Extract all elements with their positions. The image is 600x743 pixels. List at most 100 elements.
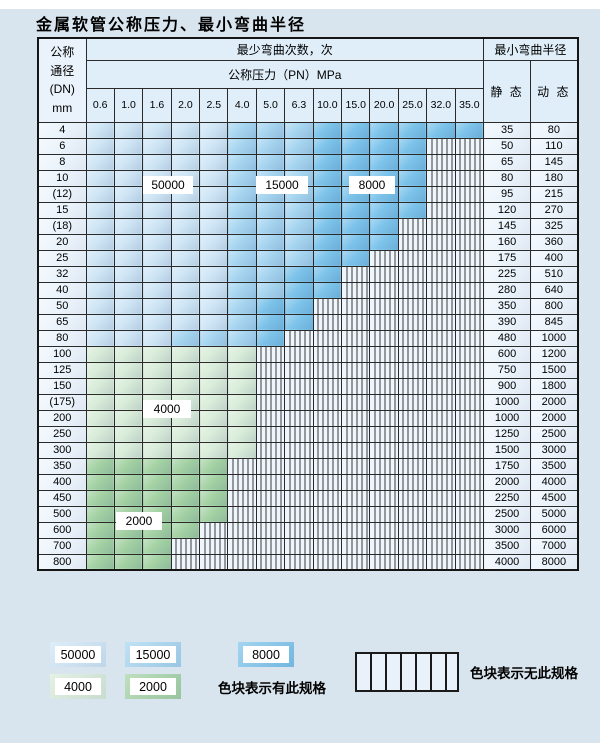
table-row: 25 175 400: [37, 249, 579, 267]
no-spec-cell: [170, 553, 201, 571]
table-row: 15 120 270: [37, 201, 579, 219]
spec-cell: [170, 329, 201, 347]
no-spec-cell: [454, 313, 485, 331]
dn-cell: 100: [37, 345, 87, 363]
spec-cell: [85, 265, 115, 283]
no-spec-cell: [426, 505, 456, 523]
table-row: 80 480 1000: [37, 329, 579, 347]
no-spec-cell: [426, 361, 456, 379]
spec-cell: [142, 313, 172, 331]
table-row: 350 1750 3500: [37, 457, 579, 475]
no-spec-cell: [369, 441, 399, 459]
no-spec-cell: [369, 249, 399, 267]
spec-table-wrapper: 公称 通径 (DN) mm 最少弯曲次数，次 最小弯曲半径 公称压力（PN）MP…: [37, 37, 579, 571]
static-value-cell: 600: [483, 345, 532, 363]
spec-cell: [227, 121, 257, 139]
spec-cell: [227, 297, 257, 315]
no-spec-cell: [255, 425, 286, 443]
no-spec-cell: [312, 409, 343, 427]
no-spec-cell: [312, 473, 343, 491]
table-row: (12) 95 215: [37, 185, 579, 203]
table-row: 150 900 1800: [37, 377, 579, 395]
spec-cell: [227, 137, 257, 155]
no-spec-cell: [426, 137, 456, 155]
spec-cell: [312, 201, 343, 219]
no-spec-cell: [341, 345, 371, 363]
spec-cell: [142, 153, 172, 171]
spec-cell: [199, 329, 229, 347]
dynamic-value-cell: 360: [530, 233, 579, 251]
spec-cell: [199, 281, 229, 299]
spec-cell: [113, 537, 144, 555]
no-spec-cell: [341, 393, 371, 411]
spec-cell: [113, 489, 144, 507]
spec-cell: [227, 169, 257, 187]
static-value-cell: 175: [483, 249, 532, 267]
spec-cell: [113, 217, 144, 235]
no-spec-cell: [454, 201, 485, 219]
static-value-cell: 480: [483, 329, 532, 347]
legend-no-spec: 色块表示无此规格: [355, 652, 578, 692]
spec-cell: [142, 297, 172, 315]
table-row: 100 600 1200: [37, 345, 579, 363]
legend-swatch-50000: 50000: [50, 642, 106, 667]
table-row: 65 390 845: [37, 313, 579, 331]
spec-cell: [284, 201, 314, 219]
spec-cell: [85, 313, 115, 331]
static-value-cell: 160: [483, 233, 532, 251]
spec-cell: [142, 281, 172, 299]
no-spec-cell: [397, 329, 428, 347]
no-spec-cell: [426, 201, 456, 219]
spec-cell: [170, 441, 201, 459]
spec-cell: [113, 345, 144, 363]
no-spec-cell: [426, 153, 456, 171]
static-value-cell: 3500: [483, 537, 532, 555]
spec-cell: [227, 441, 257, 459]
no-spec-cell: [284, 553, 314, 571]
no-spec-cell: [426, 553, 456, 571]
dn-cell: 400: [37, 473, 87, 491]
spec-cell: [170, 473, 201, 491]
dn-cell: 32: [37, 265, 87, 283]
page-title: 金属软管公称压力、最小弯曲半径: [36, 15, 307, 34]
dynamic-value-cell: 6000: [530, 521, 579, 539]
spec-cell: [113, 553, 144, 571]
no-spec-cell: [454, 249, 485, 267]
page-top-margin: [0, 0, 600, 9]
corner-line2: 通径: [50, 63, 75, 78]
table-row: 40 280 640: [37, 281, 579, 299]
spec-cell: [85, 281, 115, 299]
pressure-tick: 2.0: [170, 87, 201, 123]
no-spec-cell: [312, 361, 343, 379]
spec-cell: [284, 233, 314, 251]
static-value-cell: 280: [483, 281, 532, 299]
no-spec-cell: [369, 505, 399, 523]
spec-cell: [85, 137, 115, 155]
spec-cell: [85, 361, 115, 379]
static-value-cell: 2250: [483, 489, 532, 507]
spec-cell: [113, 233, 144, 251]
pressure-tick: 10.0: [312, 87, 343, 123]
static-value-cell: 2000: [483, 473, 532, 491]
dynamic-value-cell: 270: [530, 201, 579, 219]
pressure-tick: 15.0: [341, 87, 371, 123]
no-spec-cell: [369, 425, 399, 443]
spec-cell: [199, 441, 229, 459]
spec-cell: [170, 249, 201, 267]
table-row: 200 1000 2000: [37, 409, 579, 427]
spec-cell: [227, 281, 257, 299]
spec-cell: [170, 425, 201, 443]
legend-swatch-15000: 15000: [125, 642, 181, 667]
spec-cell: [85, 473, 115, 491]
static-value-cell: 65: [483, 153, 532, 171]
table-row: 450 2250 4500: [37, 489, 579, 507]
no-spec-cell: [312, 313, 343, 331]
no-spec-cell: [369, 377, 399, 395]
spec-cell: [170, 457, 201, 475]
no-spec-cell: [397, 393, 428, 411]
spec-cell: [85, 457, 115, 475]
no-spec-cell: [199, 537, 229, 555]
spec-cell: [199, 505, 229, 523]
spec-cell: [142, 377, 172, 395]
